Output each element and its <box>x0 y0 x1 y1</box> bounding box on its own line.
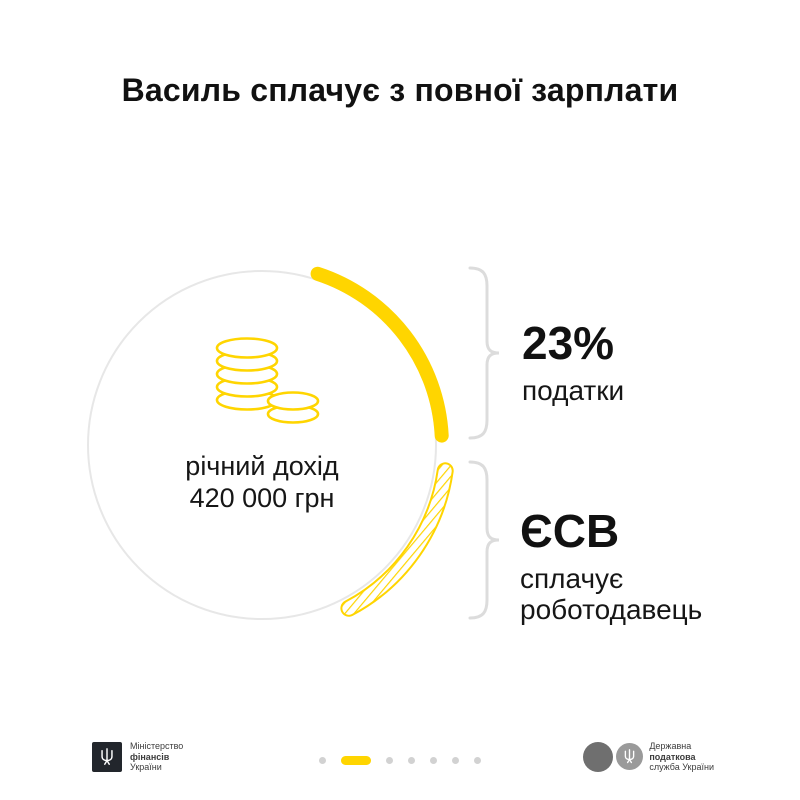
trident-icon <box>625 749 635 764</box>
coins-icon <box>215 337 320 424</box>
pagination-dot[interactable] <box>386 757 393 764</box>
tax-service-name: Державна податкова служба України <box>649 741 714 773</box>
esv-label-line2: роботодавець <box>520 594 703 625</box>
esv-label-line1: сплачує <box>520 563 624 594</box>
ministry-name-line1: Міністерство <box>130 741 184 751</box>
esv-value: ЄСВ <box>520 505 620 557</box>
income-caption-line1: річний дохід <box>185 451 339 481</box>
ministry-emblem <box>92 741 122 772</box>
footer: Міністерство фінансів України Державна п… <box>0 740 800 780</box>
ministry-name-line3: України <box>130 762 162 772</box>
tax-service-emblem <box>616 743 644 771</box>
trident-icon <box>101 747 113 765</box>
tax-service-name-line1: Державна <box>649 741 692 751</box>
tax-service-name-line2: податкова <box>649 751 696 762</box>
tax-service-logo: Державна податкова служба України <box>583 741 714 773</box>
page-title: Василь сплачує з повної зарплати <box>121 72 679 108</box>
pagination-dot[interactable] <box>430 757 437 764</box>
brace-taxes <box>468 266 500 440</box>
income-caption: річний дохід 420 000 грн <box>112 450 412 514</box>
callout-employer: ЄСВ сплачує роботодавець <box>520 508 702 625</box>
ministry-logo: Міністерство фінансів України <box>92 741 183 773</box>
tax-service-circle <box>583 741 614 772</box>
pagination-dot[interactable] <box>408 757 415 764</box>
ministry-name-line2: фінансів <box>130 751 170 762</box>
income-caption-line2: 420 000 грн <box>189 483 335 513</box>
pagination-dot-active[interactable] <box>341 756 371 765</box>
pagination <box>319 756 481 765</box>
taxes-label: податки <box>522 375 625 406</box>
callout-taxes: 23% податки <box>522 320 624 406</box>
income-circle <box>87 270 437 620</box>
esv-arc <box>340 462 454 617</box>
taxes-value: 23% <box>522 317 615 369</box>
pagination-dot[interactable] <box>452 757 459 764</box>
pagination-dot[interactable] <box>319 757 326 764</box>
brace-esv <box>468 460 500 620</box>
pagination-dot[interactable] <box>474 757 481 764</box>
tax-service-name-line3: служба України <box>649 762 714 772</box>
taxes-arc <box>310 266 449 443</box>
esv-label: сплачує роботодавець <box>520 563 702 625</box>
ministry-name: Міністерство фінансів України <box>130 741 183 773</box>
